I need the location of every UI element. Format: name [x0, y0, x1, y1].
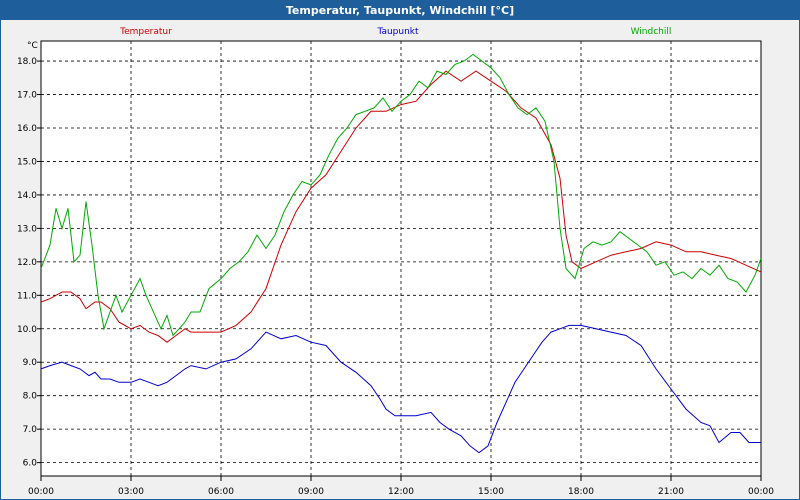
y-tick-label: 7.0 [23, 425, 38, 435]
x-tick-time: 00:00 [28, 487, 54, 497]
y-tick-label: 11.0 [17, 291, 37, 301]
x-tick-time: 03:00 [118, 487, 144, 497]
legend-taupunkt: Taupunkt [376, 27, 419, 37]
x-tick-time: 15:00 [478, 487, 504, 497]
series-line-temperatur [40, 70, 762, 343]
grid [41, 41, 761, 476]
x-tick-time: 12:00 [388, 487, 414, 497]
y-axis-ticks: 6.0 7.0 8.0 9.0 10.0 11.0 12.0 13.0 14.0 15.0 16.0… [17, 57, 41, 469]
x-tick-time: 06:00 [208, 487, 234, 497]
series-line-windchill [40, 53, 762, 337]
y-tick-label: 13.0 [17, 224, 37, 234]
series-group [40, 53, 762, 454]
legend-windchill: Windchill [631, 27, 672, 37]
y-tick-label: 6.0 [23, 459, 38, 469]
legend-temperatur: Temperatur [119, 27, 172, 37]
y-tick-label: 9.0 [23, 358, 38, 368]
x-tick-time: 18:00 [568, 487, 594, 497]
y-tick-label: 18.0 [17, 57, 37, 67]
y-tick-label: 8.0 [23, 392, 38, 402]
x-tick-time: 21:00 [658, 487, 684, 497]
series-line-taupunkt [40, 324, 761, 454]
x-tick-time: 09:00 [298, 487, 324, 497]
y-tick-label: 14.0 [17, 191, 37, 201]
y-tick-label: 10.0 [17, 325, 37, 335]
y-axis-label: °C [27, 41, 38, 51]
y-tick-label: 15.0 [17, 157, 37, 167]
y-tick-label: 17.0 [17, 91, 37, 101]
x-axis-ticks: 00:0023.04.2303:0023.04.2306:0023.04.230… [28, 476, 774, 497]
x-tick-time: 00:00 [748, 487, 774, 497]
y-tick-label: 16.0 [17, 124, 37, 134]
chart-area: 6.0 7.0 8.0 9.0 10.0 11.0 12.0 13.0 14.0 15.0 16.0… [1, 20, 799, 499]
y-tick-label: 12.0 [17, 258, 37, 268]
window-title: Temperatur, Taupunkt, Windchill [°C] [1, 1, 799, 20]
legend: Temperatur Taupunkt Windchill [119, 27, 671, 37]
